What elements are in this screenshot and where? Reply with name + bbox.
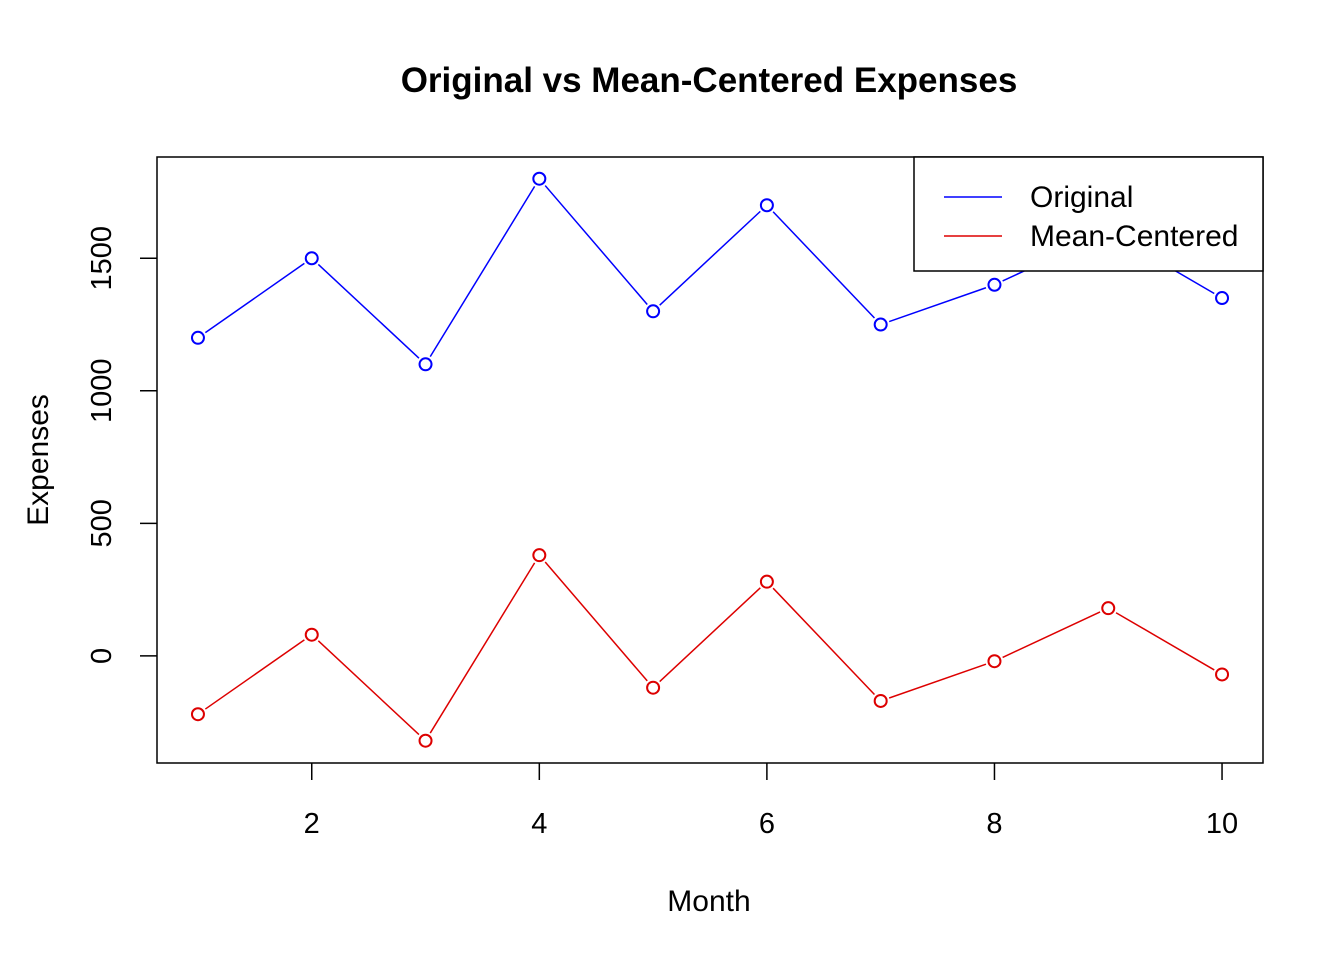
data-point — [759, 574, 774, 589]
legend-label: Original — [1030, 181, 1133, 214]
series-segment — [204, 262, 305, 334]
data-point — [418, 733, 433, 748]
plot-frame — [156, 156, 1264, 764]
x-tick-label: 10 — [1206, 808, 1238, 840]
data-point — [418, 357, 433, 372]
series-segment — [888, 663, 987, 699]
data-point — [304, 251, 319, 266]
x-tick-label: 2 — [304, 808, 320, 840]
series-segment — [429, 186, 536, 358]
series-segment — [204, 639, 305, 710]
series-segment — [317, 263, 420, 359]
series-segment — [659, 210, 761, 306]
series-mean-centered — [190, 548, 1230, 748]
data-point — [873, 693, 888, 708]
y-tick-label: 1000 — [86, 359, 118, 424]
data-point — [987, 654, 1002, 669]
data-point — [646, 304, 661, 319]
data-point — [1215, 667, 1230, 682]
data-point — [190, 707, 205, 722]
series-segment — [772, 587, 876, 695]
x-tick-label: 8 — [986, 808, 1002, 840]
y-tick-label: 500 — [86, 499, 118, 547]
y-tick-label: 1500 — [86, 226, 118, 291]
data-point — [1101, 601, 1116, 616]
series-segment — [1002, 611, 1101, 659]
series-segment — [659, 587, 761, 683]
series-segment — [429, 562, 536, 734]
x-tick-label: 4 — [531, 808, 547, 840]
x-axis-label: Month — [667, 885, 750, 918]
data-point — [1215, 291, 1230, 306]
y-axis-label: Expenses — [22, 394, 55, 526]
y-tick-label: 0 — [86, 648, 118, 664]
data-point — [646, 680, 661, 695]
axes: 2 4 6 8 10 0 500 1000 1500 — [86, 156, 1264, 840]
series-segment — [317, 640, 420, 736]
data-point — [304, 627, 319, 642]
data-point — [873, 317, 888, 332]
legend-box — [913, 156, 1264, 272]
series-segment — [888, 287, 987, 323]
legend-label: Mean-Centered — [1030, 220, 1238, 253]
legend: Original Mean-Centered — [913, 156, 1264, 272]
series-segment — [1115, 612, 1215, 671]
x-tick-label: 6 — [759, 808, 775, 840]
series-segment — [772, 211, 876, 319]
data-point — [987, 277, 1002, 292]
chart-title: Original vs Mean-Centered Expenses — [401, 61, 1018, 100]
data-point — [532, 548, 547, 563]
data-point — [190, 330, 205, 345]
series-segment — [544, 185, 648, 305]
series-segment — [544, 561, 648, 682]
data-point — [532, 171, 547, 186]
data-point — [759, 198, 774, 213]
